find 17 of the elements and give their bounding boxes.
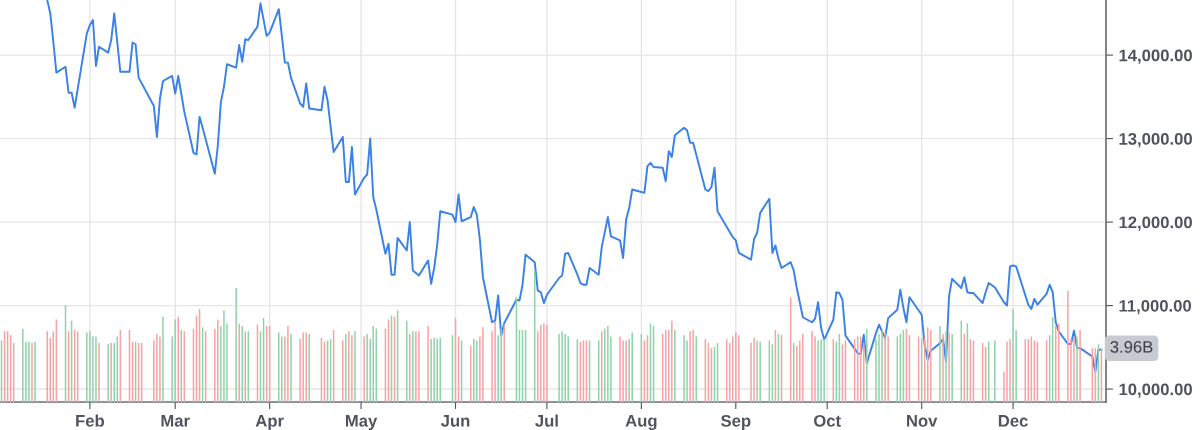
x-tick-label: Jun bbox=[440, 415, 470, 427]
x-tick-label: Apr bbox=[255, 415, 284, 430]
x-tick-label: Mar bbox=[161, 415, 190, 427]
x-tick-label: Oct bbox=[814, 414, 841, 427]
x-tick-label: Sep bbox=[721, 414, 751, 430]
annotation: 3.96B bbox=[1110, 340, 1153, 353]
x-tick-label: Nov bbox=[907, 415, 938, 427]
x-tick-label: Dec bbox=[998, 415, 1028, 427]
y-tick-label: 14,000.00 bbox=[1119, 49, 1192, 64]
y-tick-label: 12,000.00 bbox=[1119, 216, 1192, 231]
x-tick-label: May bbox=[345, 415, 378, 430]
x-tick-label: Aug bbox=[625, 415, 657, 430]
y-tick-label: 13,000.00 bbox=[1119, 132, 1192, 148]
x-tick-label: Feb bbox=[76, 414, 105, 427]
y-tick-label: 10,000.00 bbox=[1119, 383, 1192, 398]
x-tick-label: Jul bbox=[535, 414, 558, 427]
y-tick-label: 11,000.00 bbox=[1119, 299, 1192, 315]
